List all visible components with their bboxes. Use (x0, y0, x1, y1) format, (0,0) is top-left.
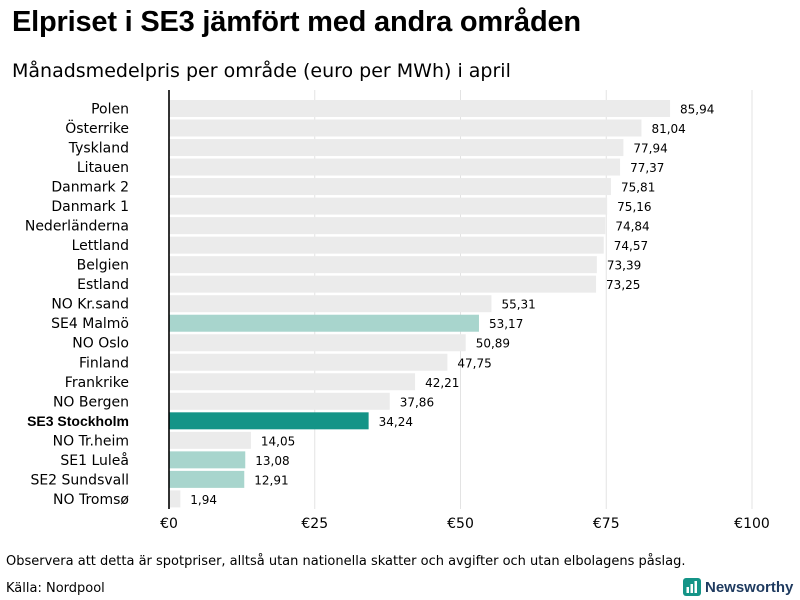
bar-danmark-2 (169, 178, 611, 196)
footnote: Observera att detta är spotpriser, allts… (6, 554, 686, 569)
value-label: 37,86 (400, 395, 434, 409)
value-label: 75,81 (621, 181, 655, 195)
bar-se3-stockholm (169, 412, 369, 430)
category-label: Polen (91, 102, 129, 118)
category-label: Danmark 1 (51, 199, 129, 215)
source-credit: Källa: Nordpool (6, 581, 105, 596)
category-label: Finland (79, 355, 129, 371)
category-label: Frankrike (65, 375, 129, 391)
x-tick-label: €25 (301, 516, 328, 532)
x-tick-label: €75 (593, 516, 620, 532)
bar-finland (169, 353, 448, 371)
category-label: SE3 Stockholm (27, 413, 129, 429)
category-label: NO Tr.heim (53, 433, 129, 449)
value-label: 47,75 (457, 356, 491, 370)
bar-no-tr-heim (169, 431, 251, 449)
bar-no-oslo (169, 334, 466, 352)
bar-no-kr-sand (169, 295, 492, 313)
value-label: 73,39 (607, 259, 641, 273)
value-label: 77,37 (630, 161, 664, 175)
category-label: Danmark 2 (51, 180, 129, 196)
bar-no-tromso (169, 490, 181, 508)
bar-tyskland (169, 139, 624, 157)
category-label: NO Oslo (72, 336, 129, 352)
bar-frankrike (169, 373, 416, 391)
x-tick-label: €50 (447, 516, 474, 532)
category-label: Estland (77, 277, 129, 293)
value-label: 42,21 (425, 376, 459, 390)
bar-litauen (169, 158, 621, 176)
value-label: 14,05 (261, 434, 295, 448)
value-label: 74,84 (615, 220, 649, 234)
value-label: 75,16 (617, 200, 651, 214)
x-tick-label: €0 (160, 516, 178, 532)
bar-polen (169, 100, 671, 117)
value-label: 81,04 (651, 122, 685, 136)
value-label: 74,57 (614, 239, 648, 253)
value-label: 53,17 (489, 317, 523, 331)
value-label: 50,89 (476, 337, 510, 351)
chart-subtitle: Månadsmedelpris per område (euro per MWh… (12, 60, 511, 82)
bar-se1-lulea (169, 451, 246, 469)
value-label: 85,94 (680, 103, 714, 117)
bar-estland (169, 275, 597, 293)
category-label: NO Kr.sand (51, 297, 129, 313)
value-label: 13,08 (255, 454, 289, 468)
bar-chart: €0 €25 €50 €75 €100 Polen 85,94 Österrike 81,04 T… (25, 90, 770, 532)
bar-se4-malmo (169, 314, 479, 332)
bar-se2-sundsvall (169, 470, 245, 488)
value-label: 73,25 (606, 278, 640, 292)
category-label: SE1 Luleå (60, 452, 129, 469)
category-label: Österrike (65, 119, 129, 137)
value-label: 77,94 (633, 142, 667, 156)
category-label: NO Tromsø (53, 492, 129, 508)
axes: €0 €25 €50 €75 €100 Polen 85,94 Österrike 81,04 T… (25, 90, 770, 532)
category-label: Lettland (72, 238, 129, 254)
bar-no-bergen (169, 392, 390, 410)
newsworthy-brand: Newsworthy (683, 578, 793, 596)
bars (169, 100, 671, 508)
value-label: 12,91 (254, 473, 288, 487)
bar-nederlanderna (169, 217, 606, 235)
bar-lettland (169, 236, 604, 254)
category-label: Litauen (77, 160, 129, 176)
value-label: 1,94 (190, 493, 217, 507)
bar-belgien (169, 256, 597, 274)
chart-title: Elpriset i SE3 jämfört med andra områden (12, 6, 581, 38)
category-label: SE4 Malmö (51, 316, 129, 332)
category-label: Tyskland (68, 141, 129, 157)
brand-name: Newsworthy (705, 578, 794, 596)
bar-osterrike (169, 119, 642, 137)
category-label: SE2 Sundsvall (30, 472, 129, 488)
bar-danmark-1 (169, 197, 608, 215)
category-label: Belgien (77, 258, 129, 274)
category-label: Nederländerna (25, 219, 129, 235)
value-label: 34,24 (379, 415, 413, 429)
category-label: NO Bergen (53, 394, 129, 410)
x-tick-label: €100 (734, 516, 770, 532)
value-label: 55,31 (501, 298, 535, 312)
newsworthy-logo-icon (683, 578, 701, 596)
